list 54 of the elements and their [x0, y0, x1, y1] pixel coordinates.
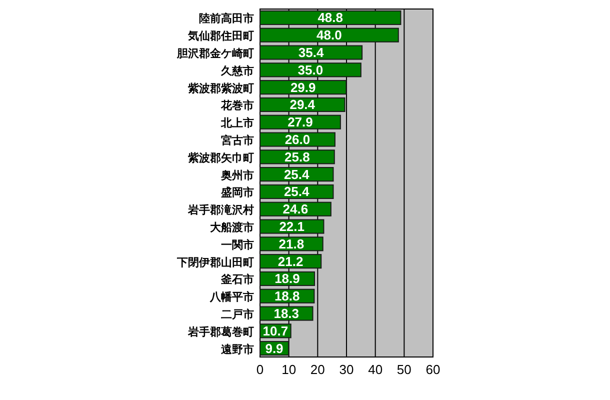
y-tick-label: 盛岡市: [220, 186, 254, 200]
y-tick-label: 八幡平市: [209, 290, 254, 304]
data-label: 18.9: [274, 271, 300, 286]
data-label: 18.3: [274, 306, 300, 321]
data-label: 22.1: [279, 219, 305, 234]
y-tick-label: 北上市: [220, 116, 254, 130]
data-label: 35.4: [298, 45, 324, 60]
x-tick-label: 0: [256, 362, 264, 377]
bar: [260, 45, 363, 60]
data-label: 26.0: [284, 132, 310, 147]
y-tick-label: 奥州市: [220, 168, 254, 182]
data-label: 35.0: [298, 62, 324, 78]
y-tick-label: 岩手郡葛巻町: [187, 325, 254, 338]
y-tick-label: 気仙郡住田町: [187, 30, 254, 43]
bar: [260, 132, 336, 147]
y-tick-label: 陸前高田市: [199, 12, 254, 26]
data-label: 29.4: [290, 97, 316, 112]
data-label: 29.9: [290, 80, 316, 95]
x-tick-label: 40: [368, 362, 383, 377]
x-tick-label: 10: [282, 362, 296, 377]
y-tick-label: 花巻市: [220, 99, 254, 112]
bar: [260, 10, 402, 25]
data-label: 24.6: [282, 202, 308, 217]
data-label: 10.7: [262, 323, 288, 338]
data-label: 18.8: [274, 288, 300, 304]
x-tick-label: 20: [310, 362, 325, 377]
y-tick-label: 胆沢郡金ケ崎町: [176, 47, 254, 60]
data-label: 25.8: [284, 149, 310, 164]
data-label: 9.9: [265, 340, 284, 356]
data-label: 21.8: [278, 236, 304, 252]
y-tick-label: 釜石市: [220, 273, 254, 286]
y-tick-label: 紫波郡矢巾町: [187, 151, 254, 164]
data-label: 48.8: [318, 10, 344, 26]
data-label: 27.9: [288, 114, 313, 130]
y-tick-label: 岩手郡滝沢村: [187, 204, 254, 217]
data-label: 25.4: [284, 166, 310, 182]
x-tick-label: 60: [426, 362, 440, 377]
x-tick-label: 30: [339, 362, 354, 377]
bar: [260, 114, 341, 130]
data-label: 48.0: [316, 28, 342, 43]
y-tick-label: 紫波郡紫波町: [187, 82, 254, 95]
bar: [260, 219, 324, 234]
x-tick-label: 50: [396, 362, 412, 377]
data-label: 21.2: [278, 254, 304, 269]
bar: [260, 28, 399, 42]
y-tick-label: 二戸市: [221, 308, 254, 321]
y-tick-label: 宮古市: [221, 134, 254, 147]
bar: [260, 62, 362, 78]
y-tick-label: 久慈市: [220, 64, 254, 78]
y-tick-label: 下閉伊郡山田町: [176, 256, 254, 269]
data-label: 25.4: [284, 184, 310, 200]
y-tick-label: 大船渡市: [210, 221, 254, 234]
y-tick-label: 遠野市: [220, 342, 254, 356]
y-tick-label: 一関市: [221, 238, 254, 252]
